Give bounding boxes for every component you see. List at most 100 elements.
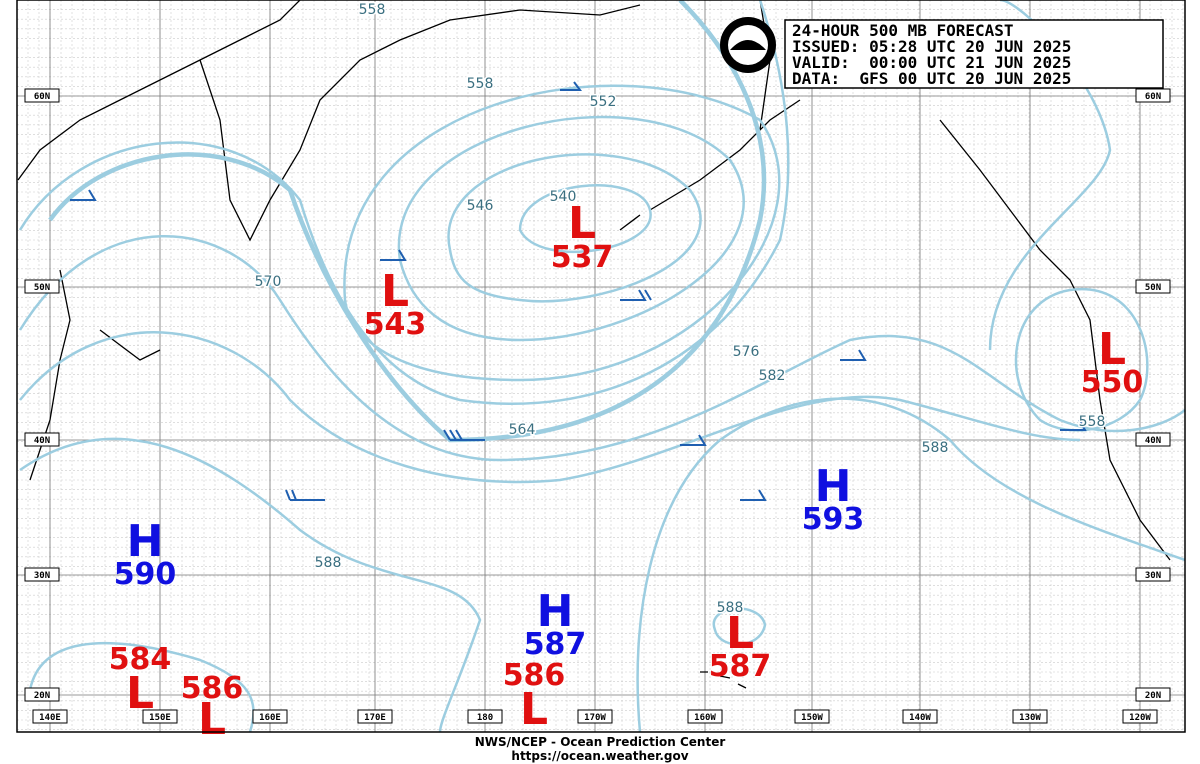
- latitude-label-box: [1135, 279, 1171, 294]
- center-value: 590: [114, 557, 177, 592]
- contour-label: 558: [467, 76, 494, 92]
- center-symbol: H: [127, 516, 164, 567]
- longitude-label-box: [357, 709, 393, 724]
- contour: [18, 0, 790, 405]
- contour: [518, 184, 652, 254]
- center-symbol: L: [381, 266, 409, 317]
- longitude-label: 170W: [584, 713, 606, 723]
- latitude-label: 30N: [1145, 571, 1161, 581]
- hawaii: [700, 671, 747, 689]
- longitude-label-box: [32, 709, 68, 724]
- center-value: 543: [364, 307, 427, 342]
- latitude-label: 30N: [34, 571, 50, 581]
- contours: [18, 0, 1186, 733]
- center-symbol: L: [198, 694, 226, 745]
- center-symbol: H: [537, 586, 574, 637]
- longitude-label: 150E: [149, 713, 171, 723]
- footer-link: https://ocean.weather.gov: [511, 749, 688, 763]
- longitude-label-box: [1012, 709, 1048, 724]
- contour: [397, 115, 745, 342]
- contour-label: 588: [315, 555, 342, 571]
- latitude-label: 20N: [1145, 691, 1161, 701]
- latitude-label-box: [24, 88, 60, 103]
- longitude-label: 130W: [1019, 713, 1041, 723]
- contour: [447, 153, 702, 303]
- center-value: 586: [181, 671, 244, 706]
- latitude-label-box: [1135, 88, 1171, 103]
- map-frame: [16, 0, 1186, 733]
- latitude-label-box: [1135, 687, 1171, 702]
- contour: [19, 331, 1081, 484]
- longitude-label-box: [142, 709, 178, 724]
- latitude-label: 40N: [34, 436, 50, 446]
- longitude-label: 150W: [801, 713, 823, 723]
- center-value: 550: [1081, 365, 1144, 400]
- latitude-label-box: [24, 687, 60, 702]
- contour-label: 558: [1079, 414, 1106, 430]
- longitude-label: 160E: [259, 713, 281, 723]
- latitude-label-box: [24, 567, 60, 582]
- contour-label: 576: [733, 344, 760, 360]
- contour: [343, 84, 781, 382]
- contour: [18, 235, 1186, 462]
- header-line: VALID: 00:00 UTC 21 JUN 2025: [792, 53, 1071, 72]
- contour-label: 582: [759, 368, 786, 384]
- noaa-logo: [720, 17, 776, 73]
- center-value: 586: [503, 658, 566, 693]
- longitude-label: 120W: [1129, 713, 1151, 723]
- contour: [19, 397, 1186, 733]
- latitude-label-box: [1135, 432, 1171, 447]
- longitude-label-box: [1122, 709, 1158, 724]
- center-value: 584: [109, 642, 172, 677]
- wind-barbs: [70, 81, 1087, 501]
- center-value: 537: [551, 240, 614, 275]
- longitude-label-box: [687, 709, 723, 724]
- contour-label: 546: [467, 198, 494, 214]
- latitude-label-box: [24, 432, 60, 447]
- longitude-label: 180: [477, 713, 493, 723]
- contour-label: 564: [509, 422, 536, 438]
- latitude-label-box: [24, 279, 60, 294]
- latitude-label: 50N: [34, 283, 50, 293]
- longitude-label-box: [467, 709, 503, 724]
- longitude-label: 160W: [694, 713, 716, 723]
- center-symbol: L: [520, 684, 548, 735]
- latitude-label: 40N: [1145, 436, 1161, 446]
- center-symbol: L: [1098, 324, 1126, 375]
- center-value: 587: [709, 649, 772, 684]
- longitude-label-box: [577, 709, 613, 724]
- latitude-label: 50N: [1145, 283, 1161, 293]
- longitude-label-box: [252, 709, 288, 724]
- contour-label: 552: [590, 94, 617, 110]
- footer-line: NWS/NCEP - Ocean Prediction Center: [475, 735, 726, 749]
- latitude-label: 60N: [1145, 92, 1161, 102]
- contour-label: 558: [359, 2, 386, 18]
- labels: 60N 60N 50N 50N 40N 40N 30N 30N 20N 20N 140E 150E 16…: [24, 1, 1171, 745]
- latitude-label-box: [1135, 567, 1171, 582]
- contour: [28, 607, 767, 733]
- longitude-label: 170E: [364, 713, 386, 723]
- contour-label: 588: [922, 440, 949, 456]
- header-line: ISSUED: 05:28 UTC 20 JUN 2025: [792, 37, 1071, 56]
- contour-label: 588: [717, 600, 744, 616]
- latitude-label: 60N: [34, 92, 50, 102]
- center-value: 593: [802, 502, 865, 537]
- header-line: DATA: GFS 00 UTC 20 JUN 2025: [792, 69, 1071, 88]
- logo-bird: [730, 40, 766, 50]
- latitude-label: 20N: [34, 691, 50, 701]
- contour-label: 570: [255, 274, 282, 290]
- wind-barb: [70, 81, 1087, 501]
- longitude-label: 140E: [39, 713, 61, 723]
- center-symbol: H: [815, 461, 852, 512]
- center-symbol: L: [568, 198, 596, 249]
- longitude-label-box: [902, 709, 938, 724]
- longitude-label-box: [794, 709, 830, 724]
- contour-label: 540: [550, 189, 577, 205]
- center-value: 587: [524, 627, 587, 662]
- center-symbol: L: [126, 668, 154, 719]
- header-box: [784, 19, 1164, 89]
- center-symbol: L: [726, 608, 754, 659]
- longitude-label: 140W: [909, 713, 931, 723]
- header-line: 24-HOUR 500 MB FORECAST: [792, 21, 1014, 40]
